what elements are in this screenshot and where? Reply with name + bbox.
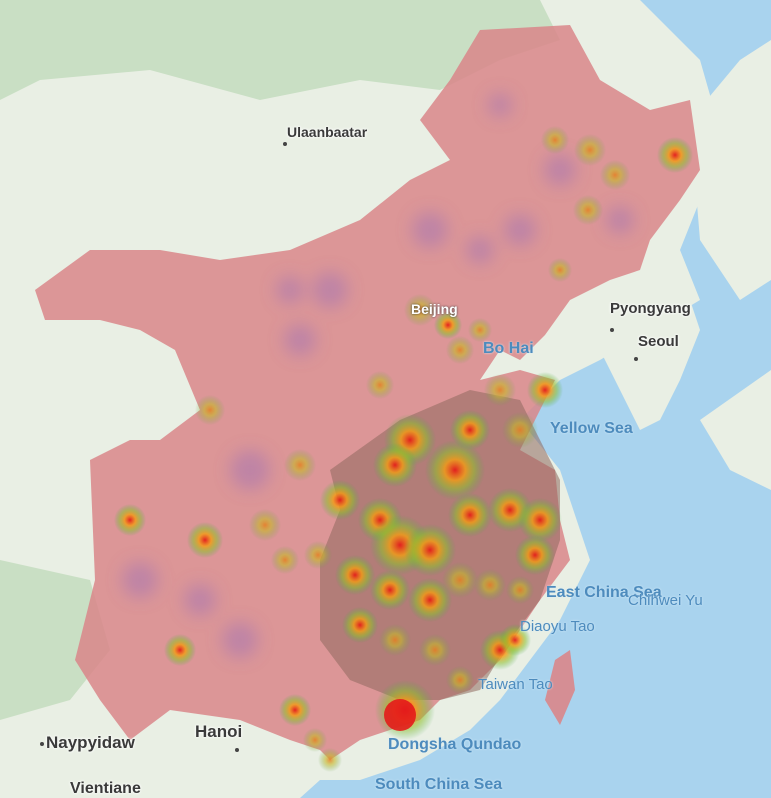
heat-hot-layer xyxy=(114,126,693,772)
east-china-sea-label: East China Sea xyxy=(546,584,662,601)
korean-peninsula xyxy=(600,290,700,430)
taiwan-tao-label: Taiwan Tao xyxy=(478,676,553,693)
pyongyang-dot xyxy=(610,328,614,332)
pyongyang-label: Pyongyang xyxy=(610,300,691,317)
japan-north xyxy=(690,40,771,300)
hanoi-label: Hanoi xyxy=(195,722,243,741)
hanoi-dot xyxy=(235,748,239,752)
heat-cool-layer xyxy=(122,93,634,658)
dongsha-qundao-label: Dongsha Qundao xyxy=(388,736,522,753)
bo-hai-label: Bo Hai xyxy=(483,340,534,357)
chihwei-yu-label: Chihwei Yu xyxy=(628,592,703,609)
south-forest xyxy=(0,560,110,720)
seoul-label: Seoul xyxy=(638,333,679,350)
japan-south xyxy=(700,370,771,490)
ulaanbaatar-dot xyxy=(283,142,287,146)
diaoyu-tao-label: Diaoyu Tao xyxy=(520,618,595,635)
south-china-sea-label: South China Sea xyxy=(375,776,503,793)
vientiane-label: Vientiane xyxy=(70,780,141,797)
ulaanbaatar-label: Ulaanbaatar xyxy=(287,124,368,140)
seoul-dot xyxy=(634,357,638,361)
taiwan xyxy=(545,650,575,725)
yellow-sea-label: Yellow Sea xyxy=(550,420,633,437)
naypyidaw-label: Naypyidaw xyxy=(46,733,135,752)
beijing-label: Beijing xyxy=(411,301,458,317)
north-forest xyxy=(0,0,560,100)
naypyidaw-dot xyxy=(40,742,44,746)
